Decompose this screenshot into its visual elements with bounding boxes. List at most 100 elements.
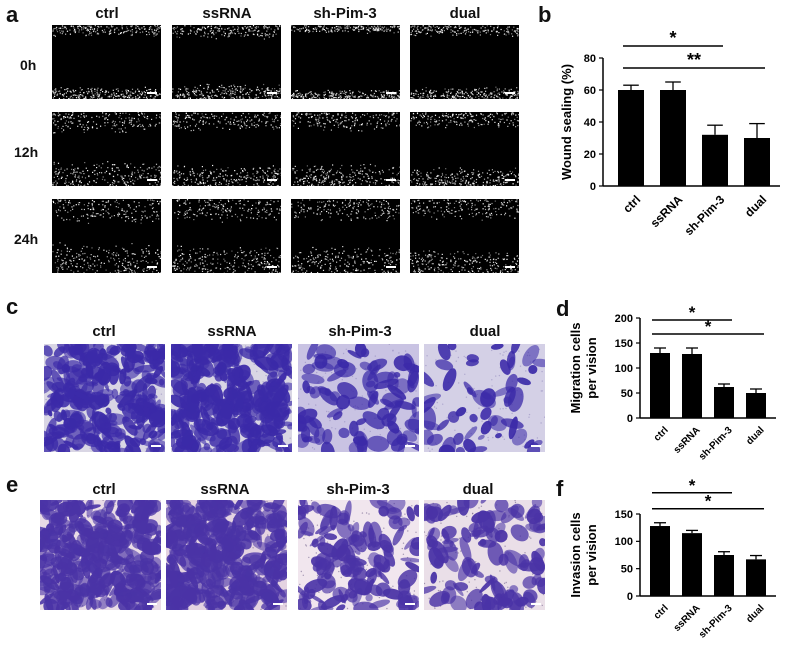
col-label-dual: dual xyxy=(469,323,501,340)
y-tick-label: 0 xyxy=(627,591,633,603)
wound-image xyxy=(291,112,400,186)
cell-texture xyxy=(52,25,161,99)
significance-label: * xyxy=(669,28,676,48)
category-label: sh-Pim-3 xyxy=(697,425,735,463)
significance-label: ** xyxy=(687,50,701,70)
wound-image xyxy=(410,112,519,186)
col-label-sh-pim-3: sh-Pim-3 xyxy=(326,481,390,498)
scale-bar xyxy=(273,603,283,605)
y-tick-label: 100 xyxy=(615,536,633,548)
stain-texture xyxy=(298,344,419,452)
cell-texture xyxy=(410,25,519,99)
col-label-ctrl: ctrl xyxy=(95,5,119,22)
cell-texture xyxy=(172,25,281,99)
wound-image xyxy=(52,112,161,186)
scale-bar xyxy=(267,266,277,268)
significance-label: * xyxy=(705,317,712,336)
wound-image xyxy=(172,25,281,99)
scale-bar xyxy=(267,179,277,181)
wound-image xyxy=(52,25,161,99)
scale-bar xyxy=(505,92,515,94)
scale-bar xyxy=(386,92,396,94)
bar-ssRNA xyxy=(682,354,702,418)
row-label-0h: 0h xyxy=(20,57,37,73)
y-tick-label: 40 xyxy=(584,117,596,129)
wound-image xyxy=(52,199,161,273)
micrograph xyxy=(40,500,161,610)
scale-bar xyxy=(531,603,541,605)
col-label-ssrna: ssRNA xyxy=(200,481,250,498)
scale-bar xyxy=(531,445,541,447)
y-tick-label: 50 xyxy=(621,388,633,400)
y-axis-label: per vision xyxy=(584,337,599,398)
col-label-ssrna: ssRNA xyxy=(207,323,257,340)
bar-sh-Pim-3 xyxy=(702,134,728,186)
scale-bar xyxy=(405,603,415,605)
wound-image xyxy=(291,199,400,273)
y-tick-label: 150 xyxy=(615,338,633,350)
stain-texture xyxy=(424,344,545,452)
cell-texture xyxy=(52,112,161,186)
scale-bar xyxy=(386,266,396,268)
cell-texture xyxy=(291,112,400,186)
scale-bar xyxy=(505,179,515,181)
stain-texture xyxy=(44,344,165,452)
y-tick-label: 0 xyxy=(627,413,633,425)
bar-ctrl xyxy=(618,90,644,186)
category-label: ctrl xyxy=(652,425,671,444)
y-tick-label: 80 xyxy=(584,53,596,65)
col-label-sh-pim-3: sh-Pim-3 xyxy=(313,5,377,22)
cell-texture xyxy=(410,112,519,186)
y-axis-label: per vision xyxy=(584,524,599,585)
cell-texture xyxy=(291,199,400,273)
col-label-ctrl: ctrl xyxy=(92,481,116,498)
panel-letter-b: b xyxy=(538,2,552,27)
category-label: ssRNA xyxy=(672,603,703,634)
stain-texture xyxy=(171,344,292,452)
y-tick-label: 20 xyxy=(584,149,596,161)
y-axis-label: Migration cells xyxy=(568,322,583,413)
col-label-sh-pim-3: sh-Pim-3 xyxy=(328,323,392,340)
category-label: ctrl xyxy=(620,192,643,215)
cell-texture xyxy=(172,112,281,186)
scale-bar xyxy=(147,92,157,94)
micrograph xyxy=(166,500,287,610)
bar-dual xyxy=(746,559,766,596)
bar-ctrl xyxy=(650,353,670,418)
cell-texture xyxy=(52,199,161,273)
micrograph xyxy=(44,344,165,452)
scale-bar xyxy=(278,445,288,447)
scale-bar xyxy=(267,92,277,94)
scale-bar xyxy=(147,179,157,181)
panel-letter-f: f xyxy=(556,476,564,501)
cell-texture xyxy=(410,199,519,273)
cell-texture xyxy=(172,199,281,273)
row-label-12h: 12h xyxy=(14,144,39,160)
y-tick-label: 200 xyxy=(615,313,633,325)
bar-sh-Pim-3 xyxy=(714,555,734,596)
bar-dual xyxy=(744,138,770,186)
significance-label: * xyxy=(705,492,712,511)
y-axis-label: Wound sealing (%) xyxy=(559,64,574,180)
stain-texture xyxy=(424,500,545,610)
micrograph xyxy=(298,500,419,610)
category-label: ssRNA xyxy=(648,192,686,230)
bar-ctrl xyxy=(650,526,670,596)
y-tick-label: 150 xyxy=(615,509,633,521)
micrograph xyxy=(171,344,292,452)
wound-image xyxy=(410,199,519,273)
y-tick-label: 60 xyxy=(584,85,596,97)
bar-dual xyxy=(746,393,766,418)
bar-ssRNA xyxy=(682,533,702,596)
cell-texture xyxy=(291,25,400,99)
panel-letter-d: d xyxy=(556,296,570,321)
panel-letter-e: e xyxy=(6,472,19,497)
category-label: ssRNA xyxy=(672,425,703,456)
col-label-dual: dual xyxy=(449,5,481,22)
wound-image xyxy=(410,25,519,99)
stain-texture xyxy=(298,500,419,610)
bar-sh-Pim-3 xyxy=(714,387,734,418)
